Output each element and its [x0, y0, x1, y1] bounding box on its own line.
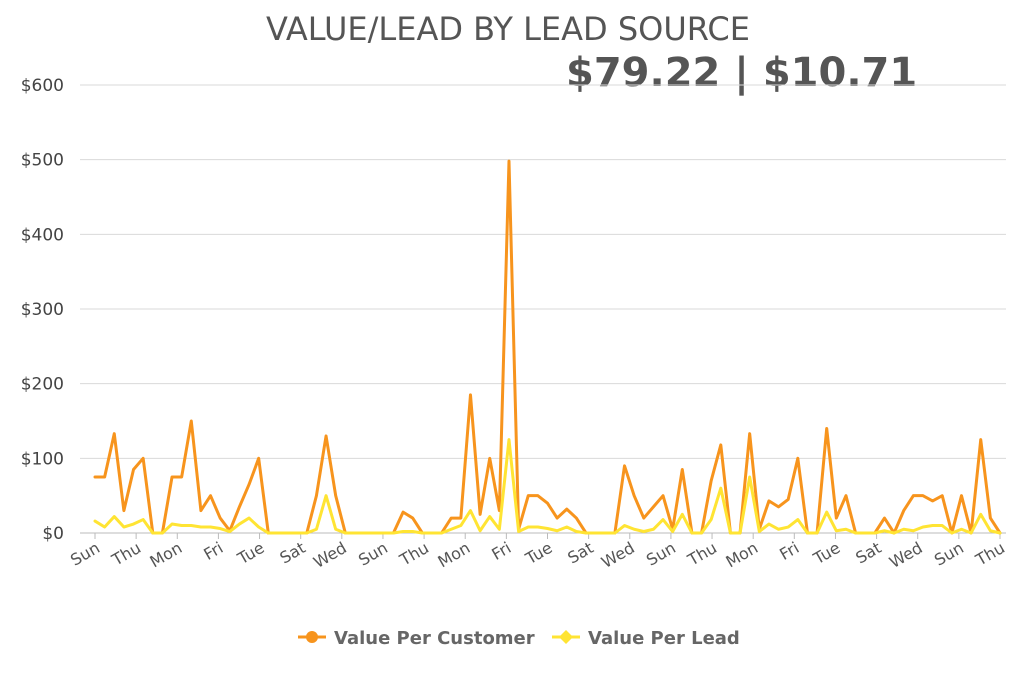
x-tick-label: Sat: [564, 538, 596, 568]
y-tick-label: $500: [21, 151, 64, 171]
x-tick-label: Wed: [598, 538, 638, 572]
series-line-value-per-customer: [93, 159, 1002, 535]
y-axis-ticks: $0 $100 $200 $300 $400 $500 $600: [21, 76, 64, 544]
x-tick-label: Fri: [776, 538, 802, 564]
chart-title: VALUE/LEAD BY LEAD SOURCE: [266, 10, 750, 48]
x-tick-label: Fri: [488, 538, 514, 564]
kpi-summary: $79.22 | $10.71: [566, 50, 918, 96]
series-line-value-per-lead: [93, 438, 1002, 535]
x-axis-ticks: Sun Thu Mon Fri Tue Sat Wed Sun Thu Mon Fri Tue Sat W…: [67, 533, 1008, 572]
x-tick-label: Wed: [310, 538, 350, 572]
x-tick-label: Tue: [234, 538, 268, 569]
y-tick-label: $400: [21, 225, 64, 245]
x-tick-label: Mon: [435, 538, 474, 571]
x-tick-label: Thu: [108, 538, 144, 570]
y-tick-label: $0: [42, 524, 64, 544]
x-tick-label: Sun: [931, 538, 967, 570]
x-tick-label: Fri: [200, 538, 226, 564]
x-tick-label: Sat: [276, 538, 308, 568]
x-tick-label: Mon: [722, 538, 761, 571]
legend-marker-value-per-lead: [559, 630, 573, 644]
legend-label-value-per-lead: Value Per Lead: [588, 628, 740, 649]
x-tick-label: Thu: [972, 538, 1008, 570]
y-tick-label: $600: [21, 76, 64, 96]
x-tick-label: Thu: [396, 538, 432, 570]
legend-label-value-per-customer: Value Per Customer: [334, 628, 535, 649]
y-tick-label: $300: [21, 300, 64, 320]
x-tick-label: Sun: [643, 538, 679, 570]
grid-lines: [80, 84, 1006, 534]
x-tick-label: Thu: [684, 538, 720, 570]
y-tick-label: $200: [21, 375, 64, 395]
series-lines: [93, 159, 1002, 535]
y-tick-label: $100: [21, 449, 64, 469]
x-tick-label: Sun: [67, 538, 103, 570]
x-tick-label: Sat: [852, 538, 884, 568]
x-tick-label: Sun: [355, 538, 391, 570]
x-tick-label: Tue: [809, 538, 843, 569]
x-tick-label: Mon: [147, 538, 186, 571]
x-tick-label: Wed: [886, 538, 926, 572]
legend: Value Per Customer Value Per Lead: [298, 628, 740, 649]
legend-marker-value-per-customer: [306, 631, 318, 643]
x-tick-label: Tue: [521, 538, 555, 569]
